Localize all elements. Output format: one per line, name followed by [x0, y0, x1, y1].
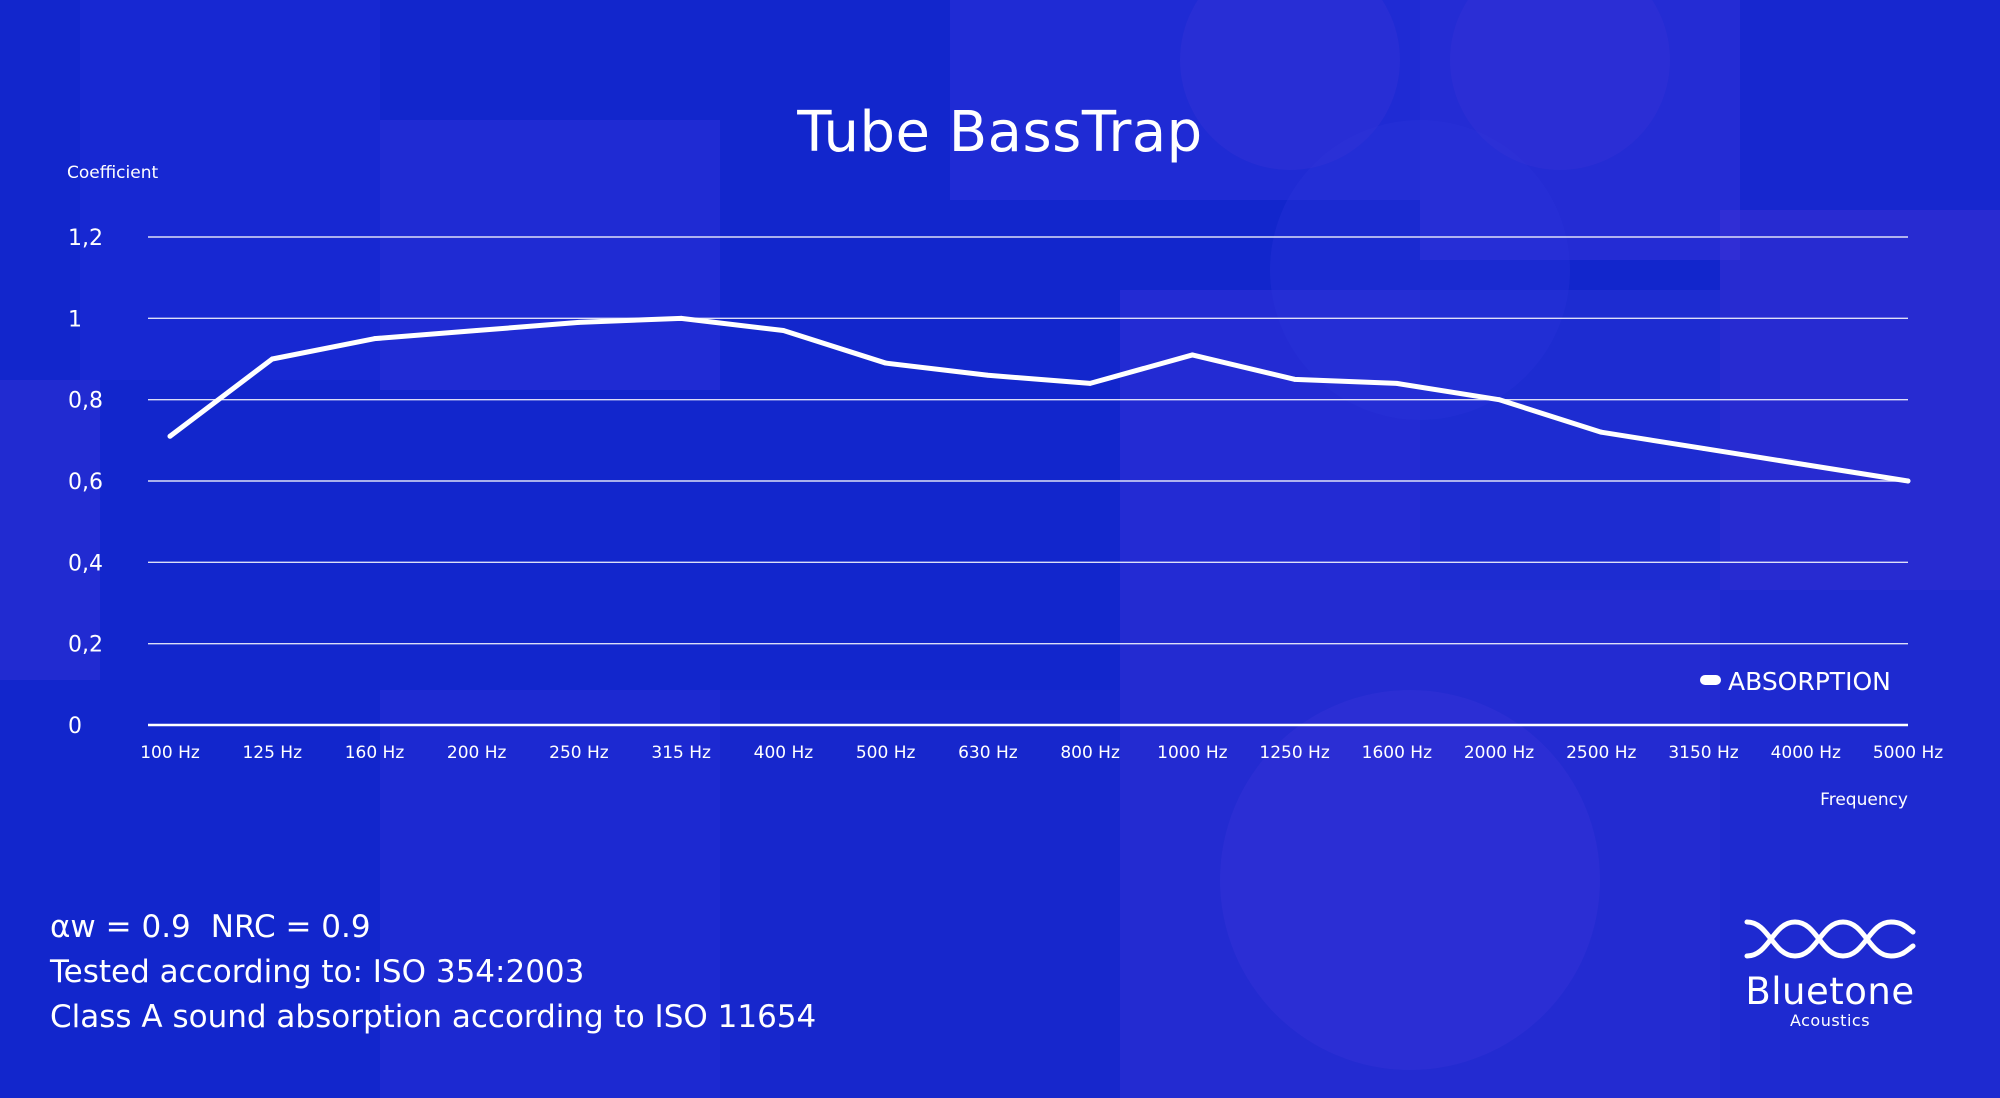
data-point — [269, 356, 275, 362]
data-point — [985, 372, 991, 378]
x-tick-label: 630 Hz — [958, 743, 1018, 763]
x-tick-label: 200 Hz — [447, 743, 507, 763]
rating-line: αw = 0.9 NRC = 0.9 — [50, 905, 816, 950]
x-tick-label: 100 Hz — [140, 743, 200, 763]
x-axis-label: Frequency — [1820, 790, 1908, 810]
wave-logo-icon — [1744, 919, 1916, 959]
legend-swatch — [1700, 675, 1721, 685]
data-point — [1598, 429, 1604, 435]
y-tick-label: 0,6 — [68, 470, 103, 495]
y-tick-label: 0,8 — [68, 389, 103, 414]
legend-label: ABSORPTION — [1728, 667, 1891, 696]
data-point — [1394, 381, 1400, 386]
data-point — [678, 315, 684, 321]
y-tick-label: 1 — [68, 307, 82, 332]
data-point — [883, 360, 889, 366]
data-point — [781, 328, 786, 333]
logo-name: Bluetone — [1745, 970, 1915, 1013]
standard-line: Tested according to: ISO 354:2003 — [50, 954, 585, 990]
absorption-line — [167, 315, 1911, 484]
data-point — [1292, 376, 1297, 382]
chart-title: Tube BassTrap — [797, 100, 1203, 165]
x-tick-label: 1250 Hz — [1259, 743, 1329, 763]
x-tick-label: 125 Hz — [242, 743, 302, 763]
x-tick-label: 250 Hz — [549, 743, 609, 763]
y-tick-label: 1,2 — [68, 226, 103, 251]
class-line: Class A sound absorption according to IS… — [50, 999, 817, 1035]
data-point — [1189, 352, 1195, 358]
y-tick-label: 0,4 — [68, 551, 103, 576]
y-tick-label: 0,2 — [68, 633, 103, 658]
x-tick-label: 1000 Hz — [1157, 743, 1227, 763]
test-info: αw = 0.9 NRC = 0.9 Tested according to: I… — [50, 905, 816, 1040]
x-tick-label: 2500 Hz — [1566, 743, 1636, 763]
x-tick-label: 3150 Hz — [1668, 743, 1738, 763]
data-point — [1496, 397, 1502, 403]
x-tick-label: 500 Hz — [856, 743, 916, 763]
data-point — [1803, 462, 1809, 468]
data-point — [372, 336, 377, 342]
x-tick-label: 800 Hz — [1060, 743, 1120, 763]
data-point — [1701, 446, 1706, 451]
x-tick-label: 4000 Hz — [1771, 743, 1841, 763]
bluetone-logo: Bluetone Acoustics — [1735, 912, 1925, 1030]
data-point — [1905, 478, 1911, 484]
x-tick-label: 1600 Hz — [1362, 743, 1432, 763]
x-tick-label: 160 Hz — [345, 743, 405, 763]
x-tick-label: 315 Hz — [651, 743, 711, 763]
data-point — [1087, 381, 1093, 386]
x-tick-label: 2000 Hz — [1464, 743, 1534, 763]
nrc-value: NRC = 0.9 — [210, 909, 371, 945]
x-tick-label: 5000 Hz — [1873, 743, 1943, 763]
alpha-w-value: αw = 0.9 — [50, 909, 191, 945]
data-point — [167, 433, 173, 439]
y-axis-label: Coefficient — [67, 163, 158, 183]
x-tick-label: 400 Hz — [754, 743, 814, 763]
legend: ABSORPTION — [1700, 667, 1891, 696]
y-tick-label: 0 — [68, 714, 82, 739]
data-point — [474, 328, 480, 333]
logo-subtitle: Acoustics — [1789, 1011, 1871, 1030]
data-point — [576, 320, 582, 325]
